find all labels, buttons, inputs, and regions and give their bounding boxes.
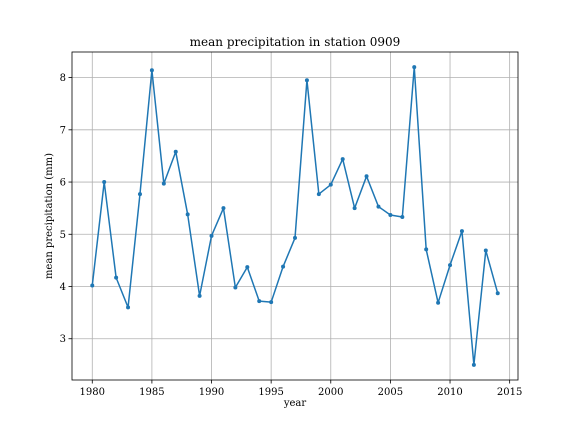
data-point bbox=[281, 264, 286, 269]
y-axis-label: mean precipitation (mm) bbox=[44, 153, 55, 279]
y-tick-label: 8 bbox=[60, 73, 66, 84]
data-point bbox=[304, 78, 309, 83]
data-point bbox=[388, 212, 393, 217]
data-point bbox=[209, 233, 214, 238]
data-point bbox=[245, 265, 250, 270]
data-point bbox=[293, 235, 297, 240]
data-point bbox=[424, 247, 429, 252]
data-point bbox=[257, 299, 262, 304]
data-point bbox=[185, 212, 190, 217]
y-tick-label: 6 bbox=[60, 178, 66, 189]
data-point bbox=[340, 157, 345, 162]
data-point bbox=[197, 293, 202, 298]
data-point bbox=[137, 192, 142, 197]
data-point bbox=[90, 283, 95, 288]
data-point bbox=[376, 204, 381, 209]
x-tick-label: 2015 bbox=[497, 387, 522, 398]
data-point bbox=[221, 206, 226, 211]
chart-title: mean precipitation in station 0909 bbox=[190, 35, 401, 49]
data-point bbox=[483, 248, 488, 253]
data-point bbox=[149, 68, 154, 73]
y-tick-label: 7 bbox=[60, 125, 66, 136]
data-point bbox=[471, 362, 476, 367]
x-tick-label: 2000 bbox=[318, 387, 343, 398]
data-point bbox=[495, 291, 500, 296]
axis-ticks: 1980 1985 1990 1995 2000 2005 2010 2015 3 4 5 6 7 8 bbox=[60, 73, 523, 398]
data-point bbox=[459, 229, 464, 234]
data-point bbox=[102, 180, 107, 185]
x-axis-label: year bbox=[283, 398, 307, 409]
data-point bbox=[173, 149, 178, 154]
data-point bbox=[448, 263, 453, 268]
data-point bbox=[161, 181, 166, 186]
data-point bbox=[316, 192, 321, 197]
y-tick-label: 4 bbox=[60, 282, 66, 293]
data-point bbox=[412, 65, 417, 70]
data-point bbox=[233, 285, 238, 290]
y-tick-label: 5 bbox=[60, 230, 66, 241]
x-tick-label: 1985 bbox=[139, 387, 164, 398]
series-line bbox=[91, 66, 499, 366]
y-tick-label: 3 bbox=[60, 334, 66, 345]
data-point bbox=[436, 300, 441, 305]
data-point bbox=[400, 215, 405, 220]
x-tick-label: 1995 bbox=[258, 387, 283, 398]
plot-frame bbox=[71, 51, 519, 381]
grid-lines bbox=[72, 52, 518, 380]
x-tick-label: 2005 bbox=[378, 387, 403, 398]
x-tick-label: 2010 bbox=[437, 387, 462, 398]
x-tick-label: 1990 bbox=[199, 387, 224, 398]
x-tick-label: 1980 bbox=[80, 387, 105, 398]
data-point bbox=[328, 182, 333, 187]
data-point bbox=[269, 300, 274, 305]
data-point bbox=[364, 174, 369, 179]
data-point bbox=[126, 305, 131, 310]
data-point bbox=[352, 206, 357, 211]
data-point bbox=[114, 275, 119, 280]
series-layer bbox=[90, 65, 500, 367]
